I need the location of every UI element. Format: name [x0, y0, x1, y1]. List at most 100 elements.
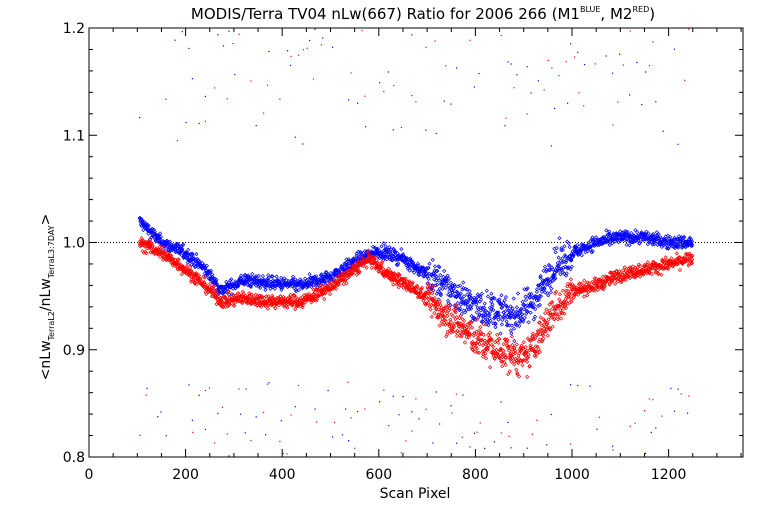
data-point	[253, 292, 258, 297]
data-point	[525, 286, 530, 291]
data-point	[554, 306, 559, 311]
data-point	[667, 264, 672, 269]
data-point	[528, 338, 533, 343]
data-point	[479, 337, 485, 342]
data-point	[380, 259, 385, 265]
data-point	[411, 260, 416, 265]
data-point	[638, 274, 643, 279]
data-point	[204, 291, 209, 297]
data-point	[379, 265, 384, 270]
data-point	[419, 285, 425, 290]
data-point	[499, 293, 504, 298]
data-point	[560, 247, 565, 252]
data-point	[619, 280, 624, 285]
outlier-point	[157, 416, 159, 418]
data-point	[531, 303, 537, 308]
data-point	[563, 292, 568, 297]
outlier-point	[316, 421, 318, 423]
data-point	[550, 300, 555, 305]
data-point	[421, 274, 426, 279]
data-point	[539, 281, 544, 286]
data-point	[317, 283, 322, 288]
outlier-point	[332, 46, 334, 48]
data-point	[491, 307, 496, 313]
data-point	[473, 297, 478, 302]
data-point	[624, 237, 629, 242]
data-point	[429, 303, 434, 308]
data-point	[502, 298, 507, 303]
data-point	[536, 329, 541, 335]
data-point	[504, 319, 509, 324]
data-point	[443, 285, 448, 290]
data-point	[148, 242, 153, 247]
data-point	[211, 283, 217, 288]
data-point	[479, 331, 484, 336]
data-point	[433, 283, 438, 288]
outlier-point	[550, 145, 552, 147]
outlier-point	[425, 408, 427, 410]
outlier-point	[462, 394, 464, 396]
outlier-point	[543, 89, 545, 91]
data-point	[426, 300, 431, 306]
data-point	[354, 253, 359, 258]
data-point	[365, 259, 370, 264]
data-point	[408, 256, 413, 261]
outlier-point	[286, 453, 288, 455]
data-point	[530, 331, 536, 336]
data-point	[474, 317, 479, 322]
data-point	[321, 287, 326, 292]
data-point	[476, 336, 481, 341]
data-point	[424, 290, 429, 296]
data-point	[256, 273, 261, 278]
data-point	[527, 364, 532, 369]
data-point	[562, 253, 568, 258]
data-point	[526, 355, 531, 360]
outlier-point	[214, 87, 216, 89]
data-point	[610, 241, 615, 246]
data-point	[582, 278, 587, 283]
data-point	[566, 294, 571, 299]
data-point	[202, 280, 207, 285]
data-point	[258, 285, 263, 290]
data-point	[185, 251, 190, 256]
outlier-point	[469, 446, 471, 448]
data-point	[680, 261, 685, 266]
data-point	[607, 242, 612, 248]
data-point	[450, 314, 456, 319]
data-point	[407, 284, 412, 289]
outlier-point	[165, 435, 167, 437]
data-point	[492, 296, 497, 301]
data-point	[541, 336, 546, 341]
data-point	[415, 261, 420, 266]
data-point	[454, 306, 459, 311]
data-point	[629, 231, 634, 236]
outlier-point	[432, 442, 434, 444]
data-point	[350, 260, 355, 265]
outlier-point	[350, 417, 352, 419]
data-point	[158, 231, 163, 236]
data-point	[229, 300, 234, 306]
data-point	[435, 282, 440, 287]
data-point	[536, 283, 541, 288]
data-point	[535, 287, 540, 292]
data-point	[394, 282, 399, 287]
data-point	[481, 322, 486, 327]
data-point	[403, 261, 408, 266]
data-point	[517, 323, 522, 328]
data-point	[549, 276, 554, 281]
data-point	[638, 269, 643, 274]
data-point	[564, 273, 569, 278]
data-point	[447, 293, 453, 298]
data-point	[161, 255, 166, 260]
data-point	[296, 287, 302, 293]
data-point	[207, 269, 212, 275]
data-point	[471, 333, 476, 338]
outlier-point	[400, 126, 402, 129]
outlier-point	[244, 432, 246, 434]
outlier-point	[250, 80, 252, 82]
data-point	[171, 244, 177, 249]
outlier-point	[322, 37, 324, 39]
data-point	[250, 272, 255, 277]
data-point	[268, 286, 273, 291]
outlier-point	[192, 431, 194, 433]
